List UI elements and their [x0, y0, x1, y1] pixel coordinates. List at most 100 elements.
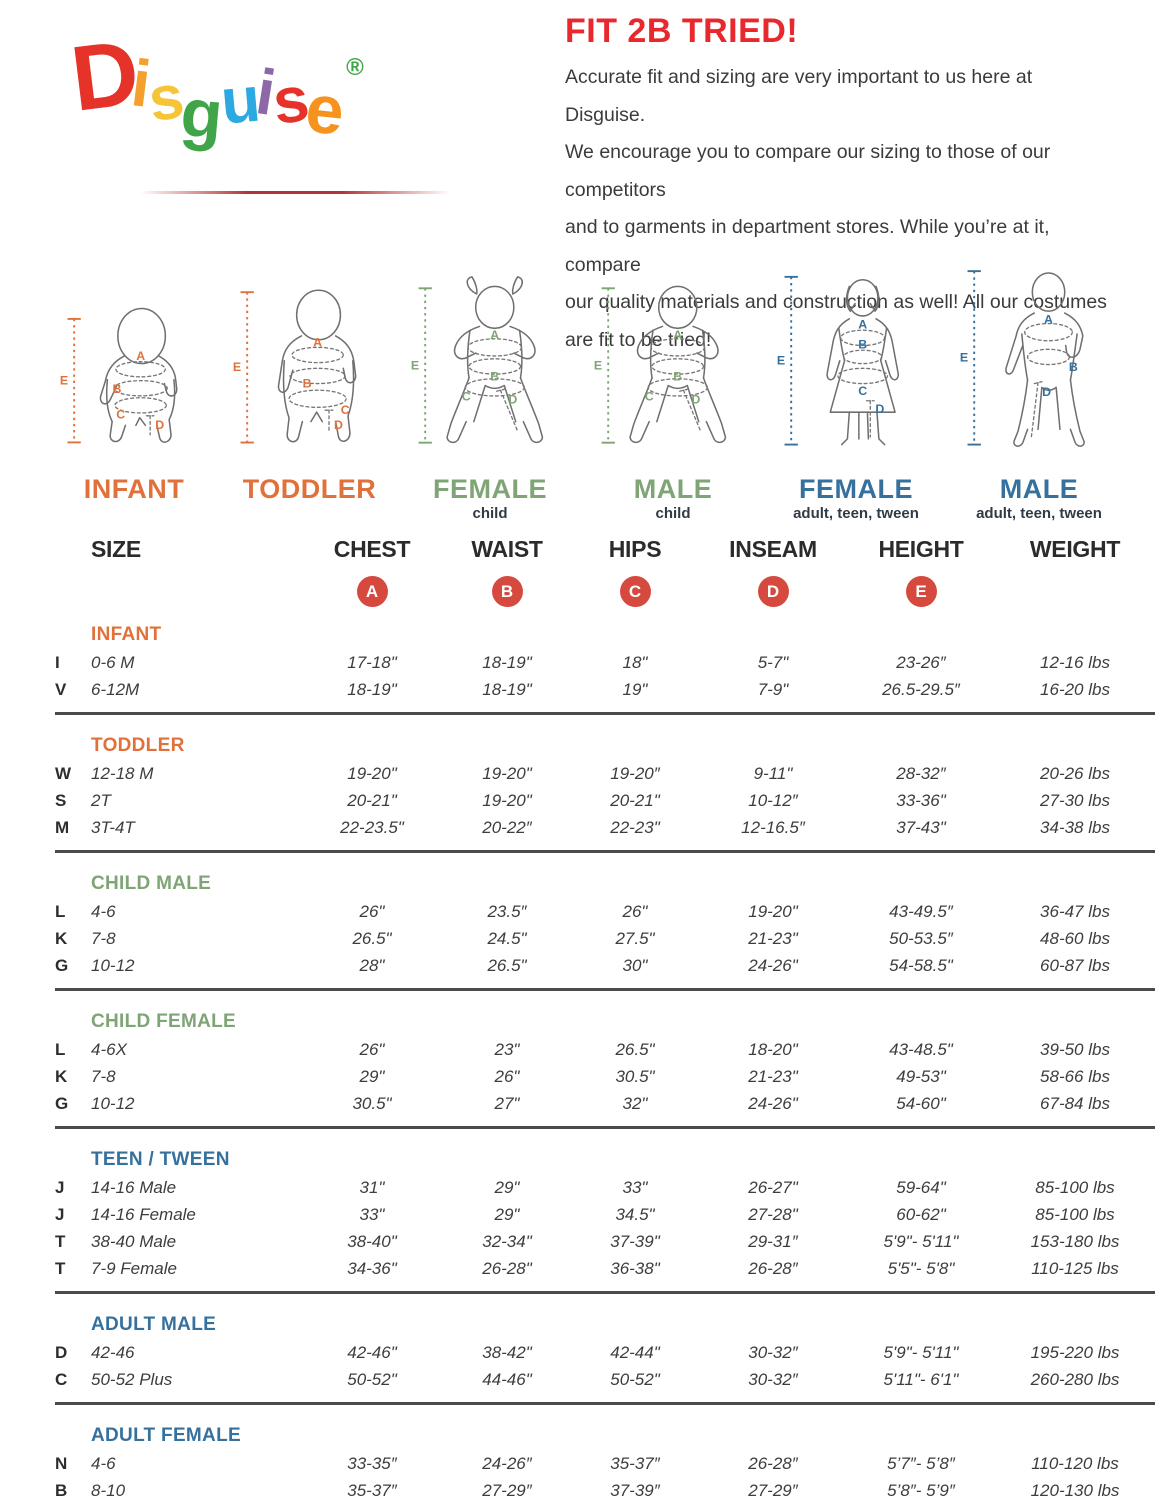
height-line-e: E [60, 317, 81, 444]
svg-text:E: E [60, 373, 68, 387]
cell-size: 3T-4T [91, 818, 135, 837]
cell-inseam: 27-29″ [748, 1481, 798, 1500]
cell-size: 8-10 [91, 1481, 126, 1500]
svg-text:B: B [112, 382, 121, 396]
column-header-chest: CHEST [333, 536, 411, 562]
cell-chest: 30.5" [352, 1094, 392, 1113]
cell-inseam: 26-28″ [748, 1454, 798, 1473]
measurement-figures: E A B C D INFANT [58, 240, 1120, 521]
cell-height: 28-32″ [896, 764, 946, 783]
cell-inseam: 10-12″ [748, 791, 798, 810]
cell-weight: 85-100 lbs [1035, 1205, 1115, 1224]
row-letter: D [55, 1343, 68, 1362]
figure-infant: E A B C D INFANT [58, 240, 210, 521]
cell-waist: 29" [494, 1205, 520, 1224]
row-letter: N [55, 1454, 68, 1473]
figure-female-adult: E [775, 240, 937, 521]
row-letter: K [55, 929, 68, 948]
row-letter: J [55, 1178, 65, 1197]
cell-inseam: 24-26" [748, 956, 798, 975]
section-header: ADULT MALE [91, 1314, 217, 1335]
cell-waist: 18-19" [482, 653, 532, 672]
cell-size: 0-6 M [91, 653, 135, 672]
cell-height: 5'9"- 5'11" [883, 1343, 959, 1362]
cell-hips: 37-39" [610, 1232, 660, 1251]
figure-male-child: E A B C D [592, 240, 754, 521]
figure-label: MALE [633, 474, 713, 504]
intro-block: FIT 2B TRIED! Accurate fit and sizing ar… [565, 12, 1117, 359]
cell-weight: 195-220 lbs [1030, 1343, 1120, 1362]
row-letter: G [55, 1094, 69, 1113]
cell-chest: 33-35″ [347, 1454, 397, 1473]
cell-chest: 31" [359, 1178, 385, 1197]
cell-size: 14-16 Female [91, 1205, 196, 1224]
cell-weight: 67-84 lbs [1040, 1094, 1110, 1113]
height-line-e: E [777, 275, 798, 446]
cell-height: 49-53" [896, 1067, 946, 1086]
cell-weight: 36-47 lbs [1040, 902, 1110, 921]
cell-weight: 153-180 lbs [1030, 1232, 1120, 1251]
row-letter: T [55, 1259, 66, 1278]
female-adult-illustration: E [777, 275, 900, 446]
cell-size: 38-40 Male [91, 1232, 177, 1251]
svg-text:B: B [673, 370, 682, 384]
row-letter: I [55, 653, 60, 672]
cell-inseam: 7-9" [757, 680, 789, 699]
row-letter: B [55, 1481, 68, 1500]
cell-waist: 20-22″ [482, 818, 532, 837]
cell-hips: 30.5" [615, 1067, 655, 1086]
infant-illustration: E A B C D [60, 307, 178, 444]
cell-size: 7-8 [91, 929, 116, 948]
cell-height: 59-64" [896, 1178, 946, 1197]
registered-mark: ® [346, 54, 364, 81]
cell-height: 54-60" [896, 1094, 946, 1113]
cell-size: 10-12 [91, 956, 135, 975]
figure-label: INFANT [83, 474, 185, 504]
cell-size: 10-12 [91, 1094, 135, 1113]
row-letter: K [55, 1067, 68, 1086]
row-letter: M [55, 818, 70, 837]
section-divider [55, 1402, 1155, 1405]
svg-text:D: D [334, 418, 343, 432]
male-child-body-outline [629, 285, 727, 444]
column-header-waist: WAIST [471, 536, 543, 562]
cell-chest: 35-37″ [347, 1481, 397, 1500]
height-line-e: E [960, 270, 981, 446]
cell-chest: 33" [359, 1205, 385, 1224]
logo-underline [140, 191, 450, 194]
svg-text:A: A [858, 317, 867, 331]
cell-weight: 60-87 lbs [1040, 956, 1110, 975]
male-child-illustration: E A B C D [594, 285, 727, 444]
cell-weight: 120-130 lbs [1030, 1481, 1120, 1500]
section-divider [55, 988, 1155, 991]
cell-inseam: 5-7" [757, 653, 789, 672]
cell-weight: 85-100 lbs [1035, 1178, 1115, 1197]
svg-text:C: C [462, 390, 471, 404]
svg-text:D: D [691, 393, 700, 407]
row-letter: V [55, 680, 67, 699]
section-header: CHILD MALE [91, 873, 212, 894]
svg-text:E: E [777, 354, 785, 368]
row-letter: W [55, 764, 72, 783]
svg-text:A: A [1044, 313, 1053, 327]
cell-inseam: 29-31″ [748, 1232, 798, 1251]
section-divider [55, 712, 1155, 715]
cell-weight: 12-16 lbs [1040, 653, 1110, 672]
cell-hips: 37-39″ [610, 1481, 660, 1500]
cell-waist: 24.5" [487, 929, 527, 948]
cell-chest: 26" [359, 902, 385, 921]
male-adult-body-outline [1005, 272, 1085, 447]
cell-weight: 58-66 lbs [1040, 1067, 1110, 1086]
cell-inseam: 21-23" [748, 929, 798, 948]
cell-weight: 39-50 lbs [1040, 1040, 1110, 1059]
column-header-size: SIZE [91, 536, 141, 562]
svg-text:B: B [303, 376, 312, 390]
cell-inseam: 30-32″ [748, 1370, 798, 1389]
cell-waist: 19-20" [482, 764, 532, 783]
cell-chest: 28" [359, 956, 385, 975]
male-adult-illustration: E A B D [960, 270, 1085, 447]
cell-inseam: 12-16.5″ [741, 818, 805, 837]
cell-chest: 26" [359, 1040, 385, 1059]
cell-waist: 24-26″ [482, 1454, 532, 1473]
cell-height: 37-43" [896, 818, 946, 837]
